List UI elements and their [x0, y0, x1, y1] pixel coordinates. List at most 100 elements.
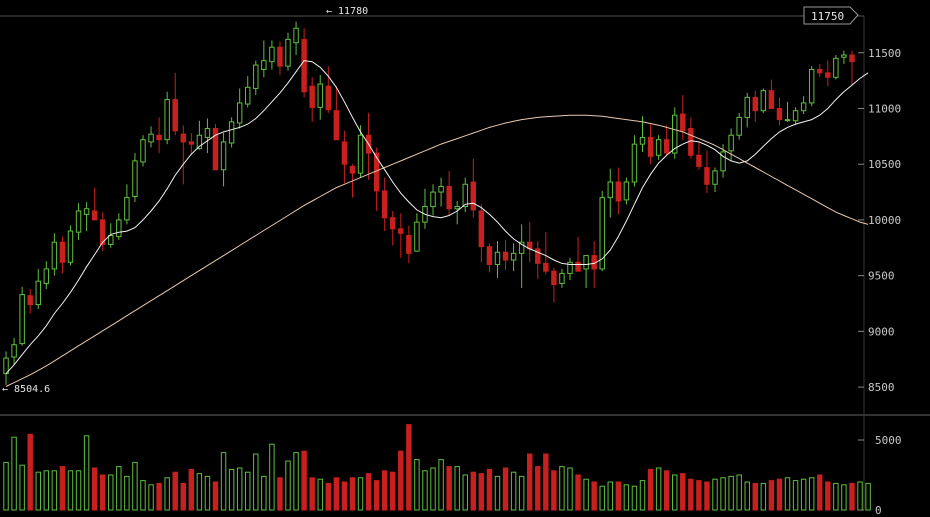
candle-body: [301, 38, 307, 93]
volume-bar: [140, 480, 146, 511]
candle-body: [180, 133, 186, 143]
candle-body: [309, 85, 315, 108]
price-tick-label: 9000: [868, 325, 895, 338]
volume-bar: [752, 482, 759, 511]
volume-bar: [398, 450, 404, 511]
volume-bar: [430, 467, 436, 511]
candle-body: [567, 261, 573, 274]
volume-bar: [784, 477, 791, 511]
candle-body: [236, 102, 243, 124]
volume-bar: [51, 470, 58, 511]
volume-bar: [486, 468, 493, 511]
volume-bar: [253, 453, 259, 511]
volume-bar: [75, 470, 82, 511]
candle-body: [752, 96, 759, 112]
volume-bar: [301, 450, 307, 511]
candle-body: [808, 68, 815, 104]
volume-bar: [91, 467, 98, 511]
volume-tick-label: 0: [875, 504, 882, 517]
candle-body: [438, 185, 444, 193]
candle-body: [559, 272, 565, 284]
volume-bar: [317, 478, 323, 511]
candle-body: [639, 136, 646, 145]
volume-bar: [792, 480, 799, 511]
volume-bar: [35, 471, 41, 511]
candle-body: [124, 197, 130, 221]
candle-body: [631, 143, 638, 183]
volume-bar: [623, 484, 630, 511]
candle-body: [768, 90, 775, 109]
volume-bar: [736, 474, 742, 511]
candle-body: [277, 46, 283, 67]
volume-bar: [825, 481, 831, 511]
candle-body: [188, 141, 195, 145]
volume-bar: [720, 477, 726, 511]
volume-bar: [293, 452, 299, 511]
candle-body: [293, 27, 299, 44]
volume-bar: [808, 477, 815, 511]
volume-bar: [341, 481, 348, 511]
volume-bar: [526, 453, 533, 511]
volume-bar: [365, 473, 372, 511]
candle-body: [583, 255, 589, 270]
candle-body: [849, 54, 855, 63]
volume-bar: [438, 459, 444, 511]
volume-bar: [607, 481, 613, 511]
candle-body: [478, 210, 485, 248]
current-price-badge: 11750: [803, 6, 859, 25]
candle-body: [510, 252, 517, 261]
candle-body: [148, 133, 154, 143]
candle-body: [108, 235, 114, 245]
volume-bar: [583, 478, 589, 511]
volume-bar: [535, 466, 541, 511]
volume-bar: [728, 475, 734, 511]
volume-bar: [470, 471, 477, 511]
candle-body: [398, 228, 404, 234]
fast-moving-average-line: [5, 60, 869, 375]
volume-bar: [639, 480, 646, 511]
candle-body: [35, 280, 41, 306]
volume-bar: [83, 435, 90, 511]
slow-moving-average-line: [5, 114, 869, 387]
candle-body: [647, 136, 654, 157]
volume-bar: [43, 470, 50, 511]
price-tick-label: 8500: [868, 381, 895, 394]
candle-body: [261, 60, 267, 70]
volume-bar: [591, 481, 597, 511]
candle-body: [800, 102, 807, 112]
volume-tick-label: 5000: [875, 434, 902, 447]
volume-bar: [462, 474, 468, 511]
current-price-label: 11750: [811, 10, 844, 23]
candle-body: [11, 344, 17, 358]
volume-bar: [776, 478, 783, 511]
volume-bar: [841, 484, 847, 511]
volume-bar: [575, 474, 581, 511]
candle-body: [245, 86, 251, 105]
volume-bar: [800, 478, 807, 511]
candle-body: [414, 221, 420, 252]
volume-bar: [99, 474, 106, 511]
candle-body: [551, 270, 557, 286]
price-tick-label: 10500: [868, 158, 901, 171]
candle-body: [196, 134, 203, 150]
volume-bar: [599, 485, 605, 511]
volume-bar: [269, 443, 275, 511]
volume-bar: [164, 477, 170, 511]
candle-body: [406, 235, 412, 254]
candle-body: [325, 85, 332, 111]
candle-body: [430, 191, 436, 208]
volume-bar: [414, 459, 420, 511]
volume-bar: [11, 436, 17, 511]
volume-bar: [760, 482, 767, 511]
candle-body: [663, 139, 670, 154]
candle-body: [841, 54, 847, 58]
candle-body: [825, 72, 831, 78]
candle-body: [116, 219, 122, 238]
volume-bar: [543, 453, 549, 511]
volume-bar: [551, 470, 557, 511]
volume-bar: [559, 466, 565, 511]
volume-bar: [567, 467, 573, 511]
candle-body: [333, 110, 340, 141]
candle-body: [91, 210, 98, 221]
